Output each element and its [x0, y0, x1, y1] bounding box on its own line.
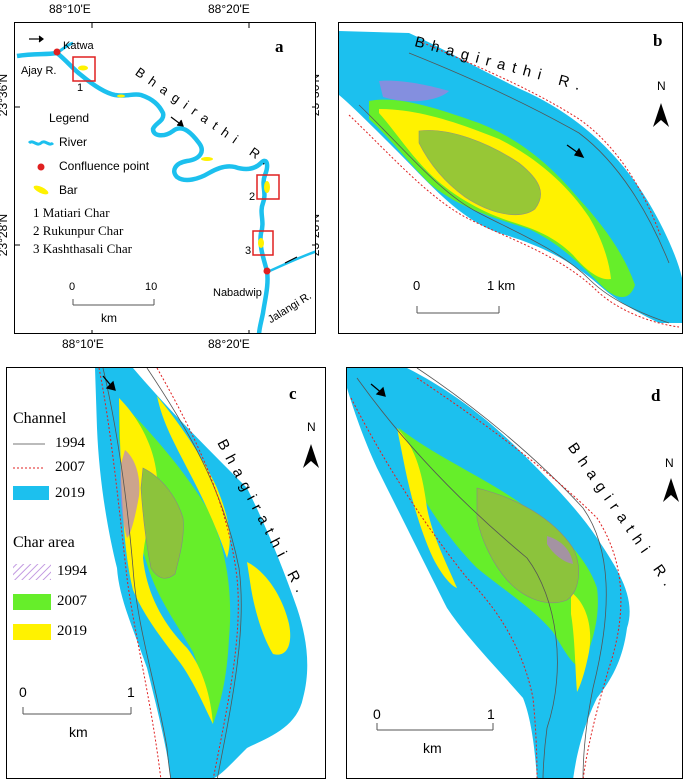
panel-c-scale-min: 0 [19, 684, 27, 700]
panel-d-map-svg [347, 368, 679, 778]
panel-d-scale-unit: km [423, 740, 442, 756]
panel-d-scale-max: 1 [487, 706, 495, 722]
box-number-1: 1 [77, 82, 84, 94]
legend-bar-symbol [33, 185, 49, 195]
legend-char-2007: 2007 [57, 593, 87, 609]
legend-channel-1994: 1994 [55, 435, 85, 451]
panel-a-scale-bar [72, 299, 155, 306]
left-coord-1: 23°36'N [0, 73, 11, 117]
study-area-boxes [72, 56, 280, 256]
legend-char-2: 2 Rukunpur Char [33, 223, 124, 238]
nabadwip-label: Nabadwip [213, 287, 262, 299]
panel-b-north-label: N [657, 79, 666, 93]
panel-c-north-label: N [307, 420, 316, 434]
legend-channel-2007: 2007 [55, 459, 85, 475]
legend-river-symbol [27, 140, 55, 146]
top-coord-1: 88°10'E [49, 2, 91, 16]
char-2019-east [157, 396, 230, 558]
panel-c-rukunpur-char: c Bhagirathi R. N Channel 1994 2007 2019… [6, 367, 326, 779]
panel-c-scale-bar [22, 707, 132, 715]
legend-title: Legend [49, 111, 90, 125]
panel-a-label: a [275, 37, 284, 56]
nabadwip-confluence-point [263, 267, 271, 275]
legend-channel-2019: 2019 [55, 485, 85, 501]
panel-c-scale-max: 1 [127, 684, 135, 700]
legend-char-1994: 1994 [57, 563, 87, 579]
top-coord-2: 88°20'E [208, 2, 250, 16]
char-1994 [418, 130, 541, 216]
river-east-bar [247, 562, 291, 655]
bottom-coord-2: 88°20'E [208, 337, 250, 351]
legend-confluence-label: Confluence point [59, 159, 150, 173]
legend-2019-channel [13, 486, 49, 500]
legend-2019-char [13, 624, 51, 640]
katwa-label: Katwa [63, 40, 94, 52]
panel-b-map-svg [339, 31, 682, 328]
panel-b-north-arrow [653, 103, 669, 127]
legend-char-title: Char area [13, 534, 75, 551]
panel-d-scale-min: 0 [373, 706, 381, 722]
legend-char-3: 3 Kashthasali Char [33, 241, 132, 256]
panel-b-label: b [653, 31, 663, 50]
panel-c-label: c [289, 384, 297, 403]
panel-b-scale-bar [416, 306, 500, 314]
panel-d-scale-bar [376, 723, 494, 731]
scale-unit: km [101, 311, 117, 325]
panel-c-scale-unit: km [69, 724, 88, 740]
left-coord-2: 23°28'N [0, 213, 11, 257]
panel-c-north-arrow [303, 444, 319, 468]
legend-2007-char [13, 594, 51, 610]
bottom-coord-1: 88°10'E [62, 337, 104, 351]
panel-a-location-map: a Katwa Ajay R. Nabadwip Jalangi R. Bhag… [14, 22, 316, 334]
katwa-confluence-point [53, 48, 61, 56]
legend-char-2019: 2019 [57, 623, 87, 639]
bar-patches [78, 65, 270, 248]
scale-min: 0 [69, 281, 76, 293]
panel-d-label: d [651, 386, 661, 405]
legend-1994-char [13, 564, 51, 580]
panel-b-scale-min: 0 [413, 278, 421, 293]
panel-b-matiari-char: b Bhagirathi R. N 0 1 km [338, 22, 683, 334]
char-2019-east [571, 592, 591, 692]
panel-d-kashthasali-char: d Bhagirathi R. N 0 1 km [346, 367, 683, 779]
scale-max: 10 [145, 281, 158, 293]
legend-bar-label: Bar [59, 183, 78, 197]
ajay-river-label: Ajay R. [21, 65, 57, 77]
panel-d-north-label: N [665, 456, 674, 470]
legend-confluence-symbol [37, 163, 45, 171]
legend-char-1: 1 Matiari Char [33, 205, 110, 220]
legend-channel-title: Channel [13, 410, 67, 427]
box-number-3: 3 [245, 245, 252, 257]
panel-b-scale-max: 1 km [487, 278, 516, 293]
char-1994 [476, 487, 579, 604]
panel-d-north-arrow [663, 478, 679, 502]
legend-river-label: River [59, 135, 88, 149]
char-1994 [140, 467, 184, 579]
panel-a-map-svg [15, 23, 315, 333]
box-number-2: 2 [249, 191, 256, 203]
char-2019-west [397, 428, 457, 588]
panel-c-map-svg [13, 368, 319, 778]
